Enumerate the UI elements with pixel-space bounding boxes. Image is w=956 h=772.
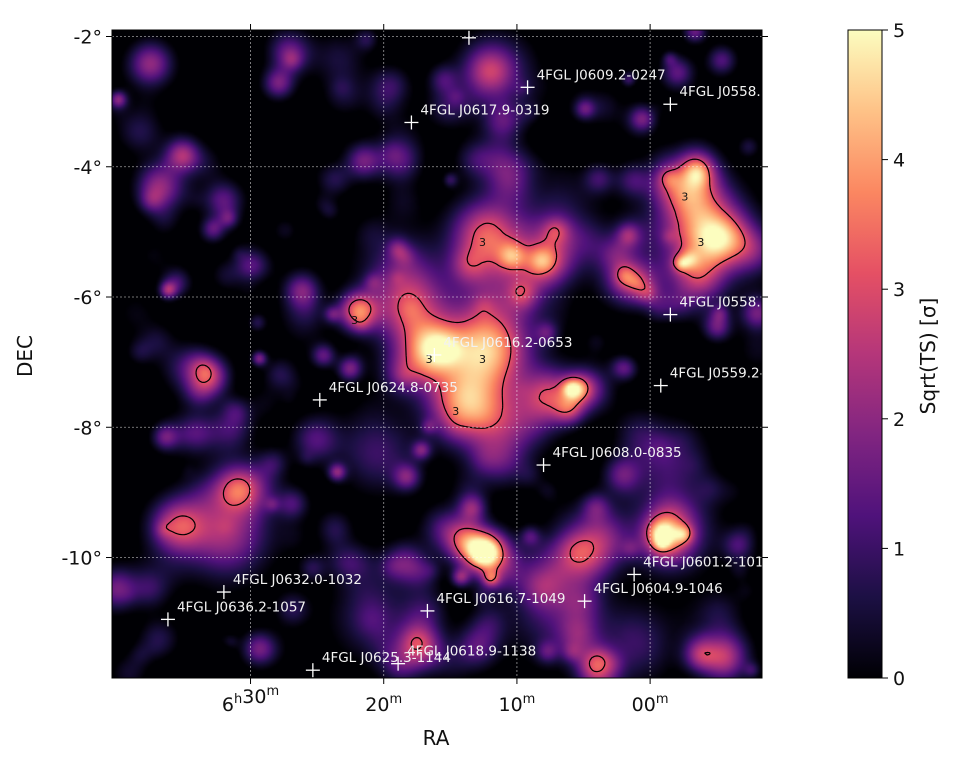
y-tick-label: -10° (61, 548, 102, 570)
contour-3sigma (165, 158, 746, 673)
grid-lines (112, 30, 762, 678)
y-tick-label: -4° (74, 157, 102, 179)
y-tick-label: -2° (74, 27, 102, 49)
source-label: 4FGL J0636.2-1057 (177, 599, 306, 615)
colorbar-label: Sqrt(TS) [σ] (916, 298, 940, 415)
x-tick-label: 20m (365, 692, 402, 716)
plot-frame (111, 29, 763, 679)
source-markers: 4FGL J0609.2-0247 4FGL J0617.9-0319 4FGL J… (160, 30, 808, 678)
y-tick-label: -8° (74, 417, 102, 439)
source-marker: 4FGL J0624.8-0735 (312, 380, 458, 407)
contour-label: 3 (697, 236, 704, 249)
source-marker: 4FGL J0604.9-1046 (577, 581, 723, 609)
source-label: 4FGL J0618.9-1138 (407, 644, 536, 660)
colorbar-tick-label: 4 (893, 150, 905, 172)
source-marker: 4FGL J0625.3-1144 (305, 650, 451, 678)
contour-label: 3 (681, 190, 688, 203)
source-label: 4FGL J0625.3-1144 (322, 650, 451, 666)
source-label: 4FGL J0609.2-0247 (537, 67, 666, 83)
source-label: 4FGL J0616.2-0653 (443, 335, 572, 351)
source-marker: 4FGL J0559.2-0721 (653, 366, 799, 393)
colorbar-tick-label: 2 (893, 409, 905, 431)
x-axis-label: RA (423, 726, 450, 750)
contour-label: 3 (452, 405, 459, 418)
y-axis-ticks: -2° -4° -6° -8° -10° (61, 27, 768, 570)
colorbar: 0 1 2 3 4 5 Sqrt(TS) [σ] (847, 20, 940, 690)
source-marker: 4FGL J0601.2-1015 (627, 554, 772, 582)
source-marker: 4FGL J0617.9-0319 (404, 102, 550, 130)
source-label: 4FGL J0601.2-1015 (643, 554, 772, 570)
contour-label: 3 (479, 236, 486, 249)
source-marker: 4FGL J0618.9-1138 (391, 644, 536, 671)
colorbar-gradient (847, 29, 883, 679)
source-marker: 4FGL J0632.0-1032 (216, 572, 362, 600)
y-axis-label: DEC (13, 335, 37, 377)
contour-label: 3 (479, 353, 486, 366)
source-label: 4FGL J0632.0-1032 (233, 572, 362, 588)
source-marker: 4FGL J0616.2-0653 (427, 335, 572, 362)
source-marker: 4FGL J0636.2-1057 (160, 599, 306, 627)
contour-label: 3 (351, 314, 358, 327)
source-marker: 4FGL J0609.2-0247 (520, 67, 666, 95)
colorbar-tick-label: 0 (893, 668, 905, 690)
contour-label: 3 (426, 353, 433, 366)
source-label: 4FGL J0558.5-0302 (679, 84, 808, 100)
colorbar-tick-label: 5 (893, 20, 905, 42)
source-marker (461, 30, 476, 45)
contour-layer: 3 3 3 3 3 3 3 (165, 158, 746, 673)
source-label: 4FGL J0616.7-1049 (436, 591, 565, 607)
x-axis-ticks: 6h30m 20m 10m 00m (222, 24, 669, 716)
source-label: 4FGL J0608.0-0835 (553, 445, 682, 461)
heatmap-panel: 3 3 3 3 3 3 3 4FGL J0609.2-0247 4FGL J0617.9-03… (111, 29, 808, 679)
source-marker: 4FGL J0558.5-0618 (663, 295, 808, 322)
x-tick-label: 10m (498, 692, 535, 716)
x-tick-label: 6h30m (222, 684, 279, 716)
source-label: 4FGL J0559.2-0721 (670, 366, 799, 382)
y-tick-label: -6° (74, 287, 102, 309)
x-tick-label: 00m (632, 692, 669, 716)
colorbar-tick-label: 1 (893, 538, 905, 560)
source-label: 4FGL J0617.9-0319 (420, 102, 549, 118)
source-marker: 4FGL J0616.7-1049 (420, 591, 565, 618)
colorbar-tick-label: 3 (893, 279, 905, 301)
tsmap-image (112, 30, 762, 678)
colorbar-ticks: 0 1 2 3 4 5 (882, 20, 905, 690)
source-label: 4FGL J0604.9-1046 (594, 581, 723, 597)
source-label: 4FGL J0624.8-0735 (329, 380, 458, 396)
source-label: 4FGL J0558.5-0618 (679, 295, 808, 311)
source-marker: 4FGL J0608.0-0835 (536, 445, 682, 473)
source-marker: 4FGL J0558.5-0302 (663, 84, 808, 112)
